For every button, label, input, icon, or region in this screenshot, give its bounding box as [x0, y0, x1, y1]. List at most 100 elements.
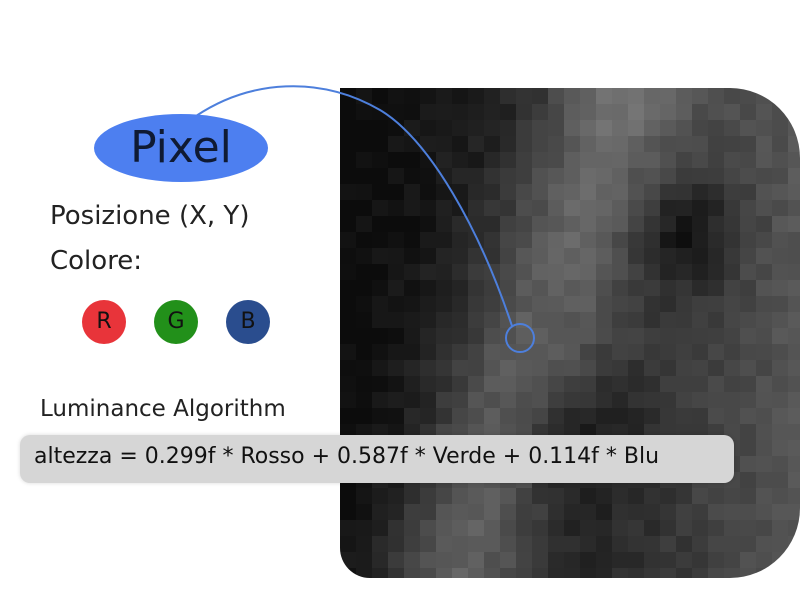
image-pixel	[788, 264, 800, 280]
image-pixel	[356, 488, 372, 504]
image-pixel	[548, 200, 564, 216]
image-pixel	[484, 136, 500, 152]
image-pixel	[420, 520, 436, 536]
image-pixel	[724, 520, 740, 536]
image-pixel	[468, 136, 484, 152]
image-pixel	[436, 232, 452, 248]
image-pixel	[772, 296, 788, 312]
image-pixel	[564, 504, 580, 520]
image-pixel	[788, 280, 800, 296]
image-pixel	[468, 536, 484, 552]
image-pixel	[532, 520, 548, 536]
image-pixel	[756, 264, 772, 280]
image-pixel	[660, 120, 676, 136]
image-pixel	[388, 88, 404, 104]
image-pixel	[628, 264, 644, 280]
image-pixel	[740, 520, 756, 536]
image-pixel	[596, 344, 612, 360]
image-pixel	[532, 488, 548, 504]
image-pixel	[708, 376, 724, 392]
image-pixel	[628, 392, 644, 408]
image-pixel	[388, 520, 404, 536]
image-pixel	[452, 168, 468, 184]
image-pixel	[580, 536, 596, 552]
image-pixel	[676, 312, 692, 328]
image-pixel	[484, 296, 500, 312]
image-pixel	[740, 488, 756, 504]
image-pixel	[740, 440, 756, 456]
image-pixel	[772, 152, 788, 168]
image-pixel	[756, 536, 772, 552]
image-pixel	[340, 280, 356, 296]
image-pixel	[772, 200, 788, 216]
image-pixel	[660, 200, 676, 216]
image-pixel	[724, 488, 740, 504]
image-pixel	[740, 376, 756, 392]
image-pixel	[596, 152, 612, 168]
image-pixel	[340, 488, 356, 504]
image-pixel	[548, 408, 564, 424]
image-pixel	[452, 328, 468, 344]
image-pixel	[676, 296, 692, 312]
image-pixel	[708, 568, 724, 578]
image-pixel	[692, 408, 708, 424]
image-pixel	[756, 360, 772, 376]
image-pixel	[404, 360, 420, 376]
image-pixel	[724, 168, 740, 184]
image-pixel	[356, 296, 372, 312]
image-pixel	[740, 328, 756, 344]
image-pixel	[484, 536, 500, 552]
image-pixel	[660, 280, 676, 296]
image-pixel	[484, 104, 500, 120]
image-pixel	[516, 568, 532, 578]
image-pixel	[484, 376, 500, 392]
image-pixel	[676, 200, 692, 216]
image-pixel	[532, 312, 548, 328]
image-pixel	[708, 88, 724, 104]
image-pixel	[612, 216, 628, 232]
image-pixel	[548, 152, 564, 168]
image-pixel	[756, 280, 772, 296]
image-pixel	[756, 424, 772, 440]
image-pixel	[740, 456, 756, 472]
image-pixel	[740, 280, 756, 296]
image-pixel	[596, 88, 612, 104]
image-pixel	[676, 280, 692, 296]
image-pixel	[452, 568, 468, 578]
image-pixel	[740, 360, 756, 376]
image-pixel	[484, 520, 500, 536]
image-pixel	[596, 552, 612, 568]
image-pixel	[340, 520, 356, 536]
image-pixel	[708, 536, 724, 552]
image-pixel	[388, 200, 404, 216]
image-pixel	[660, 504, 676, 520]
image-pixel	[500, 168, 516, 184]
image-pixel	[436, 568, 452, 578]
image-pixel	[356, 280, 372, 296]
image-pixel	[660, 168, 676, 184]
image-pixel	[788, 168, 800, 184]
image-pixel	[436, 264, 452, 280]
image-pixel	[340, 200, 356, 216]
image-pixel	[692, 248, 708, 264]
red-channel-badge: R	[82, 300, 126, 344]
image-pixel	[772, 456, 788, 472]
image-pixel	[404, 264, 420, 280]
image-pixel	[596, 328, 612, 344]
image-pixel	[580, 312, 596, 328]
image-pixel	[516, 136, 532, 152]
image-pixel	[756, 312, 772, 328]
image-pixel	[340, 344, 356, 360]
image-pixel	[724, 504, 740, 520]
image-pixel	[548, 504, 564, 520]
image-pixel	[708, 392, 724, 408]
image-pixel	[516, 152, 532, 168]
image-pixel	[420, 232, 436, 248]
image-pixel	[596, 136, 612, 152]
image-pixel	[596, 392, 612, 408]
image-pixel	[628, 376, 644, 392]
image-pixel	[532, 264, 548, 280]
image-pixel	[788, 232, 800, 248]
image-pixel	[788, 424, 800, 440]
image-pixel	[612, 88, 628, 104]
